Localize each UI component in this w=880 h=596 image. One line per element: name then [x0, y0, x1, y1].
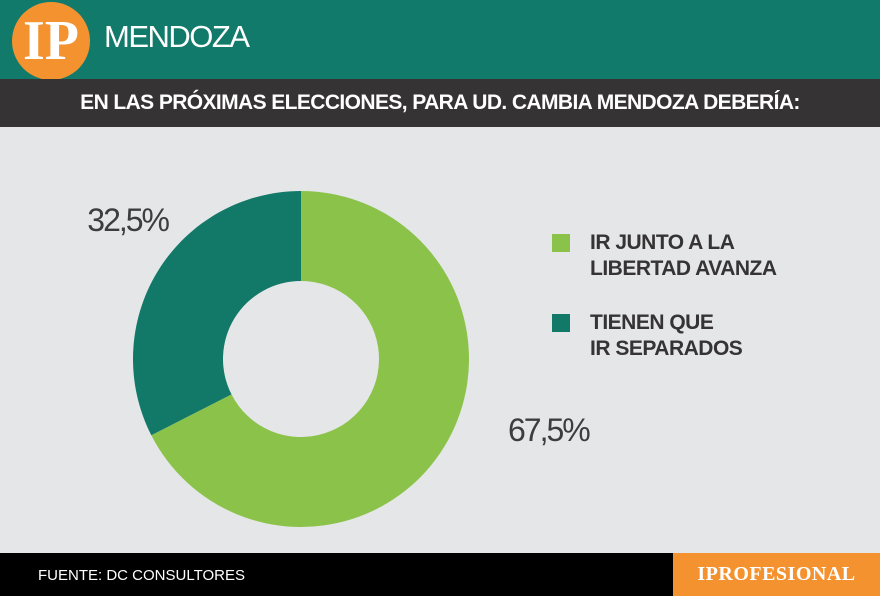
- logo-text: IP: [23, 10, 79, 72]
- legend-swatch-separados: [552, 314, 570, 332]
- data-label-separados: 32,5%: [87, 202, 169, 238]
- legend-label-separados: TIENEN QUE IR SEPARADOS: [590, 311, 743, 360]
- footer-brand-box[interactable]: IPROFESIONAL: [673, 553, 880, 596]
- donut-chart: 67,5% 32,5%: [87, 191, 592, 527]
- donut-slice-separados: [132, 191, 301, 436]
- question-banner: EN LAS PRÓXIMAS ELECCIONES, PARA UD. CAM…: [0, 79, 880, 127]
- header-bar: IP MENDOZA: [0, 0, 880, 80]
- source-note: FUENTE: DC CONSULTORES: [38, 567, 245, 584]
- legend-item-libertad-avanza: IR JUNTO A LA LIBERTAD AVANZA: [552, 230, 777, 282]
- brand-logo[interactable]: IP: [12, 2, 90, 80]
- footer-brand-logo: IPROFESIONAL: [697, 563, 856, 585]
- legend-swatch-libertad-avanza: [552, 234, 570, 252]
- donut-slice-libertad-avanza: [151, 191, 469, 527]
- footer-bar: FUENTE: DC CONSULTORES IPROFESIONAL: [0, 553, 880, 596]
- region-title: MENDOZA: [104, 19, 250, 54]
- data-label-libertad-avanza: 67,5%: [508, 412, 590, 448]
- legend-item-separados: TIENEN QUE IR SEPARADOS: [552, 310, 777, 362]
- legend-label-libertad-avanza: IR JUNTO A LA LIBERTAD AVANZA: [590, 231, 777, 280]
- chart-legend: IR JUNTO A LA LIBERTAD AVANZA TIENEN QUE…: [552, 230, 777, 390]
- chart-question: EN LAS PRÓXIMAS ELECCIONES, PARA UD. CAM…: [80, 91, 800, 114]
